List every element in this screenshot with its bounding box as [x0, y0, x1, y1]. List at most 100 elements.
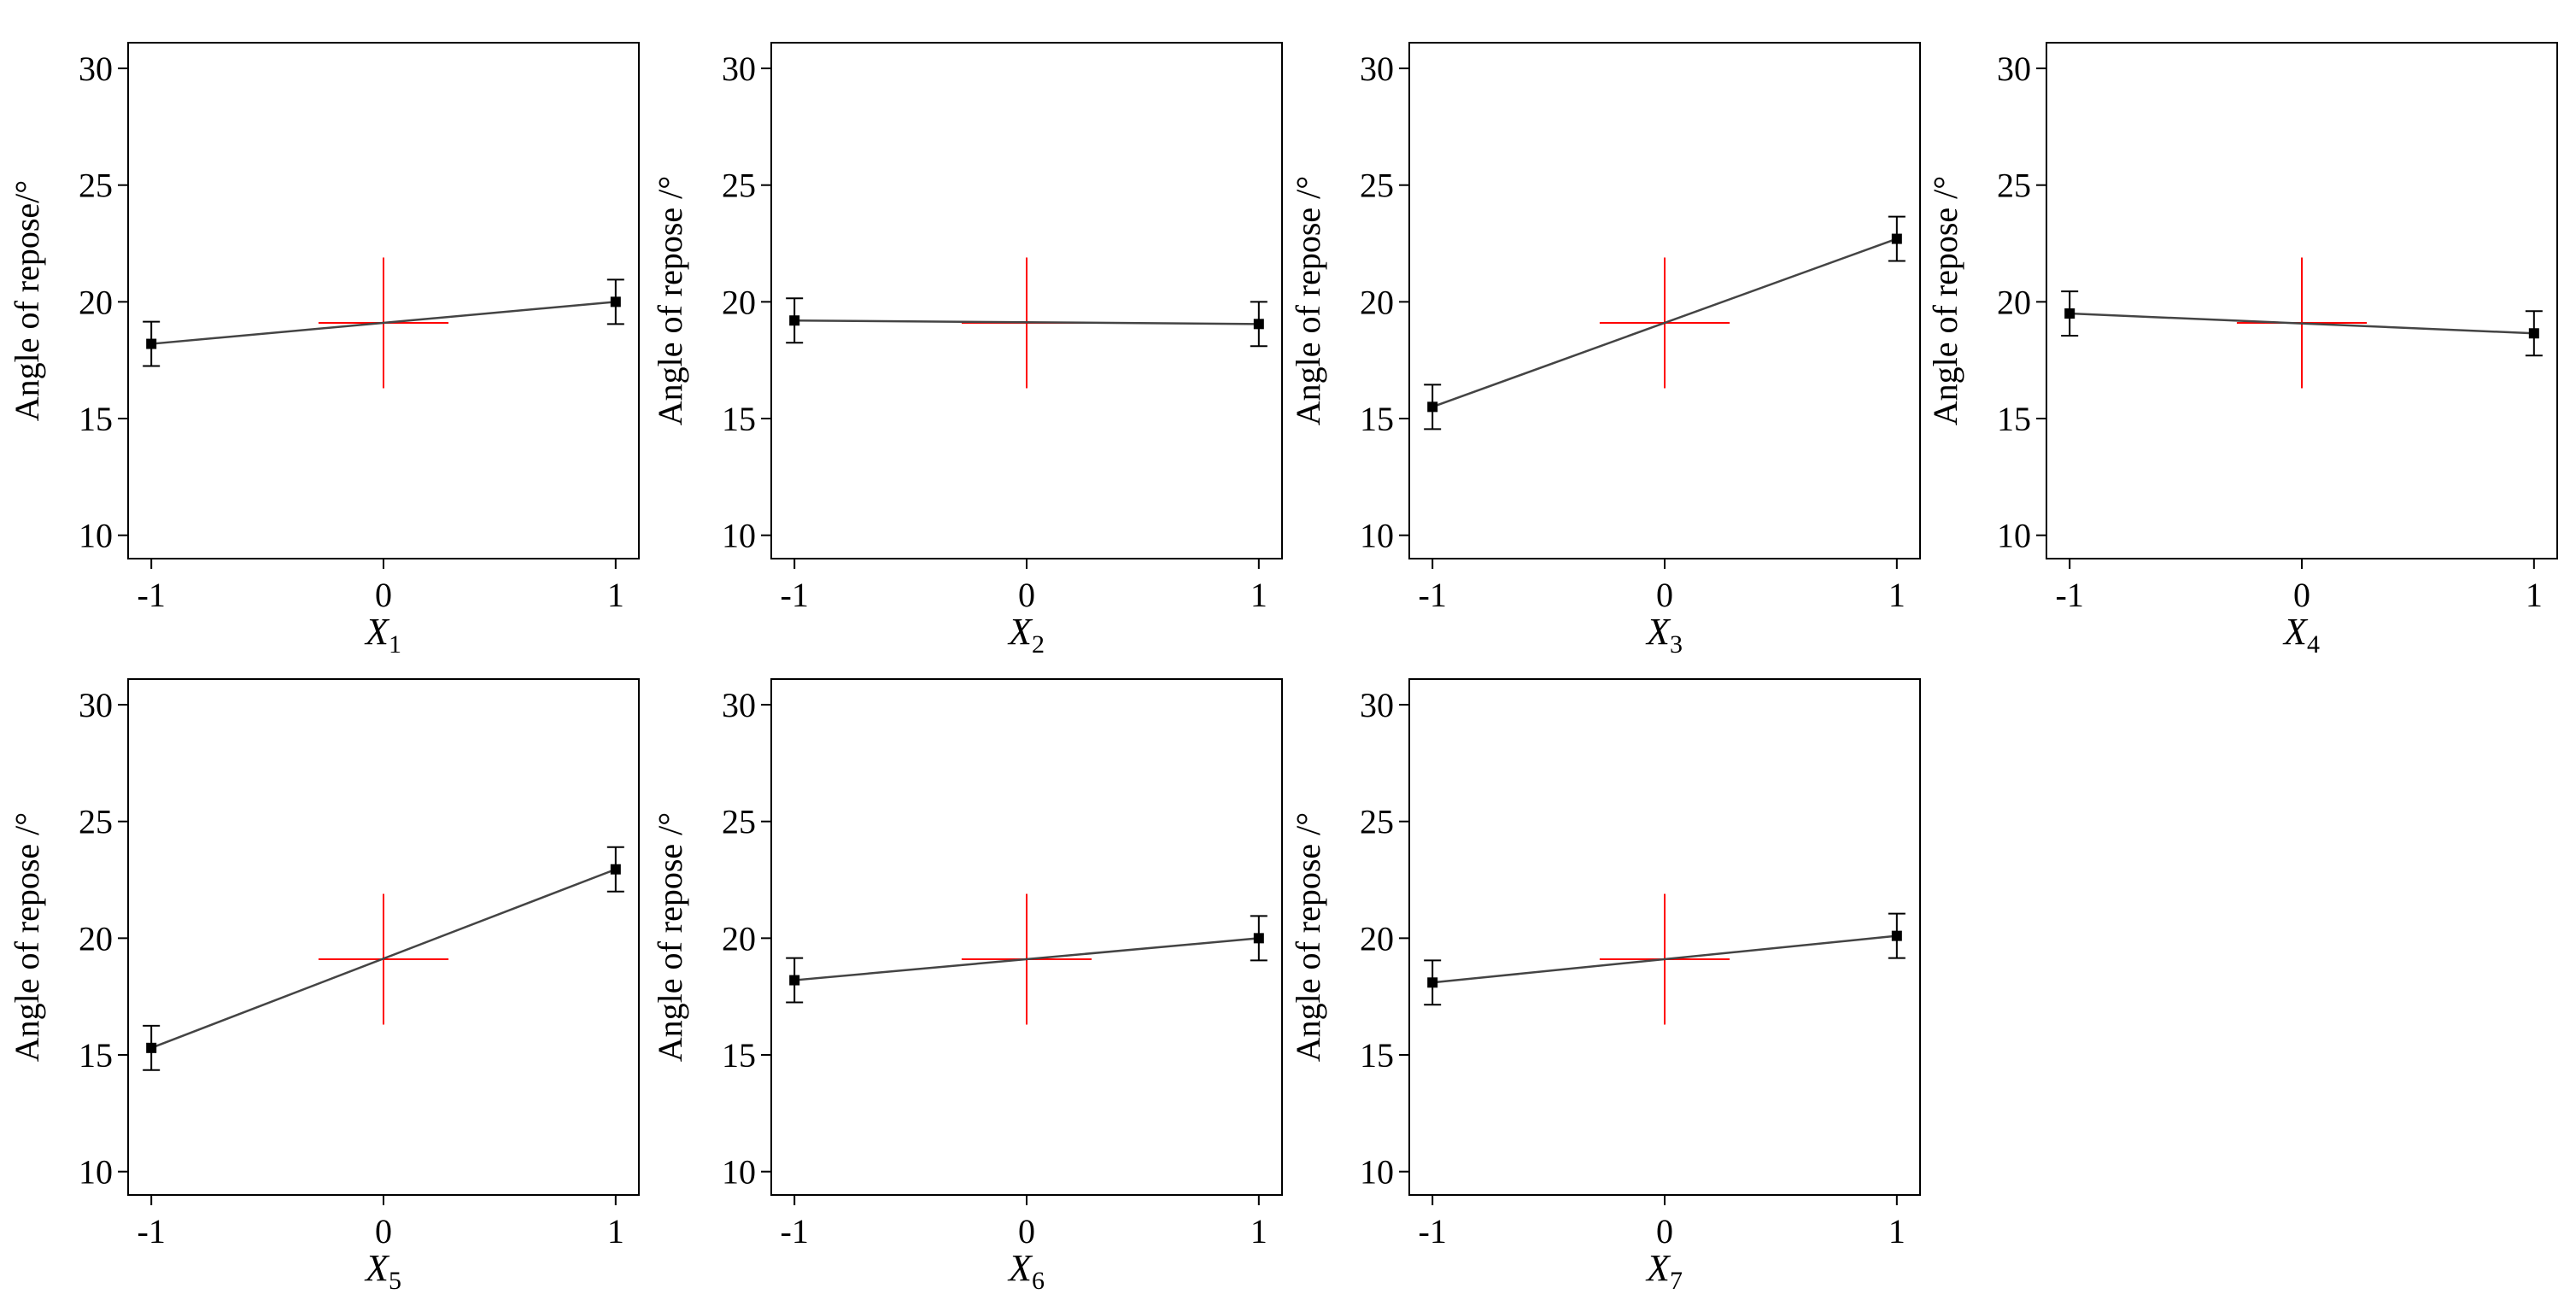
x-tick-label: 0 — [375, 1212, 392, 1250]
x-axis-label-main: X — [364, 1247, 390, 1289]
x-tick-label: 1 — [1888, 576, 1906, 614]
x-axis-label: X4 — [2282, 611, 2320, 659]
x-tick-label: 1 — [607, 1212, 624, 1250]
x-tick-label: 0 — [375, 576, 392, 614]
y-tick-label: 10 — [1997, 517, 2031, 555]
y-tick-label: 25 — [79, 803, 113, 841]
y-tick-label: 20 — [722, 283, 756, 321]
x-axis-label: X3 — [1645, 611, 1683, 659]
y-tick-label: 30 — [1360, 686, 1394, 724]
data-point — [2528, 328, 2539, 339]
data-point — [1253, 933, 1264, 944]
x-tick-label: 1 — [1250, 576, 1268, 614]
x-axis-label: X7 — [1645, 1247, 1683, 1295]
y-tick-label: 10 — [722, 1153, 756, 1192]
effect-line — [1431, 237, 1898, 408]
data-point — [146, 1042, 157, 1053]
y-tick-label: 25 — [1360, 803, 1394, 841]
x-tick-label: 1 — [607, 576, 624, 614]
y-tick-label: 15 — [1997, 400, 2031, 438]
x-axis-label-subscript: 5 — [389, 1267, 401, 1295]
y-tick-label: 20 — [1360, 919, 1394, 958]
y-axis-label: Angle of repose /° — [1289, 812, 1327, 1063]
y-axis-label: Angle of repose /° — [651, 176, 689, 426]
effect-line — [794, 319, 1259, 325]
data-point — [1427, 401, 1438, 413]
data-point — [1891, 930, 1902, 941]
y-tick-label: 25 — [1997, 167, 2031, 205]
y-tick-label: 10 — [79, 517, 113, 555]
y-tick-label: 15 — [722, 1036, 756, 1075]
x-axis-label: X1 — [364, 611, 401, 659]
x-axis-label-main: X — [1007, 611, 1033, 653]
y-axis-label: Angle of repose/° — [8, 180, 46, 422]
y-tick-label: 20 — [1997, 283, 2031, 321]
x-axis-label-subscript: 4 — [2307, 630, 2320, 659]
y-tick-label: 10 — [1360, 1153, 1394, 1192]
x-axis-label-subscript: 6 — [1032, 1267, 1045, 1295]
x-tick-label: 0 — [1656, 1212, 1673, 1250]
y-tick-label: 30 — [722, 50, 756, 88]
chart-panel-2: 10 15 20 25 30 -1 0 1 X2 Angle of repose /° — [651, 42, 1283, 659]
x-tick-label: -1 — [1419, 1212, 1447, 1250]
effect-line — [1432, 934, 1897, 984]
chart-panel-4: 10 15 20 25 30 -1 0 1 X4 Angle of repose /° — [1926, 42, 2558, 659]
y-tick-label: 15 — [79, 1036, 113, 1075]
y-tick-label: 10 — [722, 517, 756, 555]
y-axis-label: Angle of repose /° — [1289, 176, 1327, 426]
x-axis-label: X6 — [1007, 1247, 1045, 1295]
y-axis-label: Angle of repose /° — [651, 812, 689, 1063]
y-tick-label: 25 — [722, 167, 756, 205]
y-tick-label: 30 — [722, 686, 756, 724]
chart-panel-3: 10 15 20 25 30 -1 0 1 X3 Angle of repose /° — [1289, 42, 1921, 659]
data-point — [789, 975, 800, 986]
data-point — [1253, 319, 1264, 330]
x-tick-label: -1 — [781, 1212, 809, 1250]
x-axis-label-main: X — [2282, 611, 2309, 653]
y-tick-label: 30 — [79, 50, 113, 88]
y-tick-label: 25 — [1360, 167, 1394, 205]
data-point — [1891, 233, 1902, 244]
x-axis-label-subscript: 2 — [1032, 630, 1045, 659]
y-tick-label: 15 — [1360, 1036, 1394, 1075]
x-tick-label: -1 — [781, 576, 809, 614]
x-axis-label-main: X — [1645, 1247, 1671, 1289]
x-tick-label: -1 — [138, 576, 166, 614]
x-axis-label-subscript: 3 — [1670, 630, 1683, 659]
x-tick-label: 0 — [1018, 576, 1035, 614]
chart-panel-5: 10 15 20 25 30 -1 0 1 X5 Angle of repose /° — [8, 678, 640, 1295]
x-tick-label: 0 — [1656, 576, 1673, 614]
x-tick-label: 1 — [1250, 1212, 1268, 1250]
data-point — [610, 864, 621, 875]
effect-line — [150, 868, 617, 1049]
x-tick-label: -1 — [1419, 576, 1447, 614]
x-tick-label: 1 — [2526, 576, 2543, 614]
effect-line — [794, 937, 1259, 981]
y-tick-label: 20 — [79, 919, 113, 958]
y-tick-label: 25 — [722, 803, 756, 841]
y-tick-label: 30 — [1997, 50, 2031, 88]
y-tick-label: 30 — [1360, 50, 1394, 88]
effect-line — [2070, 312, 2534, 335]
x-axis-label-subscript: 7 — [1670, 1267, 1683, 1295]
y-axis-label: Angle of repose /° — [1926, 176, 1964, 426]
y-tick-label: 15 — [79, 400, 113, 438]
effect-line — [151, 301, 616, 345]
data-point — [789, 315, 800, 326]
x-tick-label: 0 — [1018, 1212, 1035, 1250]
data-point — [2064, 308, 2075, 319]
x-tick-label: 0 — [2293, 576, 2310, 614]
data-point — [610, 296, 621, 308]
data-point — [146, 338, 157, 349]
x-axis-label-main: X — [1007, 1247, 1033, 1289]
chart-panel-7: 10 15 20 25 30 -1 0 1 X7 Angle of repose /° — [1289, 678, 1921, 1295]
x-axis-label-main: X — [364, 611, 390, 653]
x-axis-label: X2 — [1007, 611, 1045, 659]
x-axis-label: X5 — [364, 1247, 401, 1295]
y-tick-label: 10 — [79, 1153, 113, 1192]
y-tick-label: 20 — [1360, 283, 1394, 321]
y-tick-label: 20 — [79, 283, 113, 321]
y-tick-label: 20 — [722, 919, 756, 958]
data-point — [1427, 977, 1438, 988]
